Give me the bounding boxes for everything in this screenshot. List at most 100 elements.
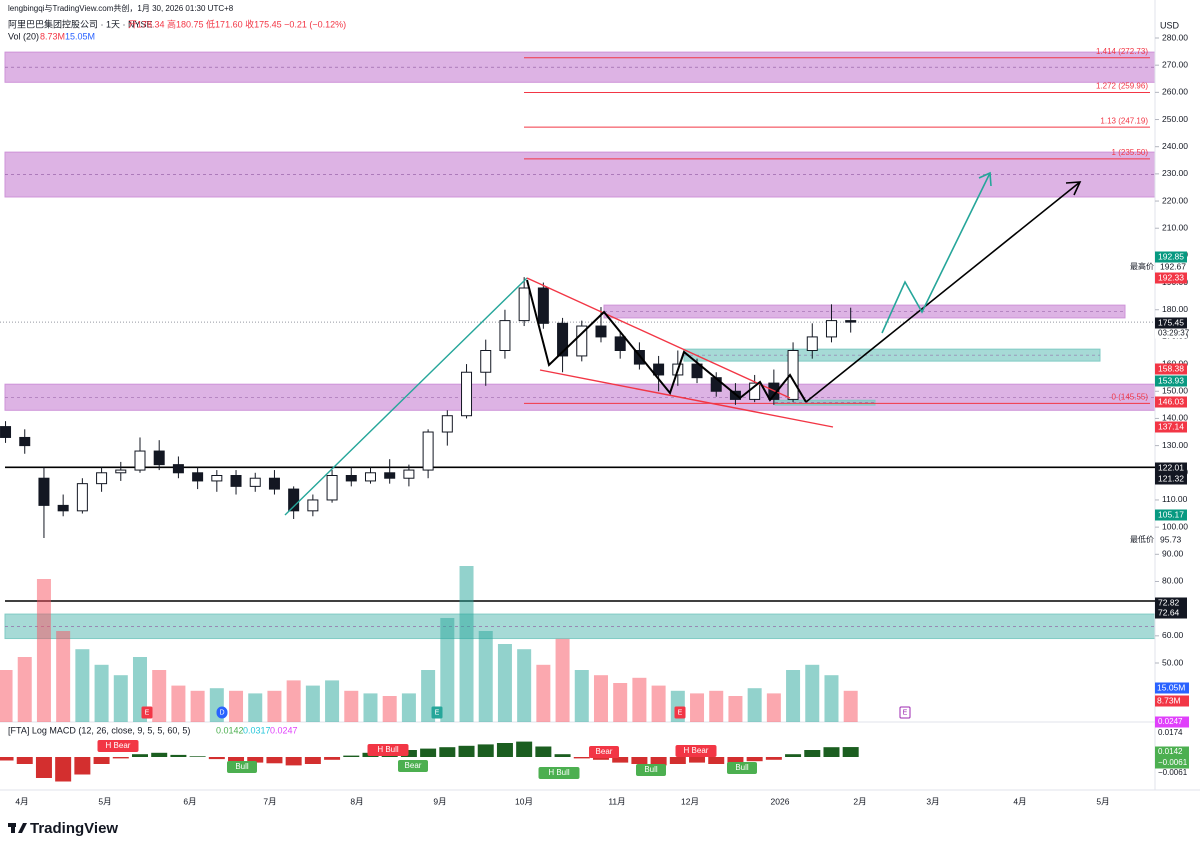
candle-body (230, 475, 242, 487)
macd-bar (16, 757, 33, 764)
volume-bar (766, 693, 781, 722)
macd-marker (1155, 746, 1189, 758)
price-marker (1155, 607, 1187, 619)
macd-bar (804, 750, 821, 757)
macd-value: 0.0247 (270, 725, 298, 735)
x-tick-label: 5月 (1096, 796, 1109, 806)
y-tick-label: 260.00 (1162, 87, 1188, 97)
macd-bar (420, 748, 437, 757)
quote: 开178.34 高180.75 低171.60 收175.45 −0.21 (−… (128, 18, 346, 29)
event-badge (141, 706, 153, 719)
volume-bar (56, 631, 71, 722)
signal-label: H Bull (548, 768, 570, 777)
macd-title: [FTA] Log MACD (12, 26, close, 9, 5, 5, … (8, 725, 190, 735)
x-tick-label: 4月 (15, 796, 28, 806)
candle-body (691, 363, 703, 379)
macd-bar (324, 757, 341, 760)
event-badge (431, 706, 443, 719)
macd-bar (573, 757, 590, 759)
projection-arrow (805, 181, 1081, 403)
attribution: lengbingqi与TradingView.com共创，1月 30, 2026… (8, 3, 234, 13)
macd-marker-label: −0.0061 (1158, 768, 1188, 777)
y-tick-label: 180.00 (1162, 304, 1188, 314)
price-marker (1155, 421, 1187, 433)
candle-body (595, 325, 607, 338)
price-marker-label: 137.14 (1158, 421, 1184, 431)
macd-bar (74, 757, 91, 775)
macd-bar (765, 757, 782, 760)
price-marker (1155, 363, 1187, 375)
macd-bar (477, 744, 494, 757)
macd-bar (612, 757, 629, 763)
volume-bar (75, 649, 90, 722)
zone (4, 151, 1156, 198)
price-marker-label: 121.32 (1158, 473, 1184, 483)
macd-bar (343, 755, 360, 757)
signal-badge (538, 767, 580, 779)
candle-body (422, 431, 434, 471)
macd-bar (631, 757, 648, 764)
y-tick-label: 80.00 (1162, 576, 1184, 586)
macd-bar (496, 743, 513, 757)
candle-body (576, 325, 588, 357)
candle-body (326, 475, 338, 501)
signal-label: Bear (405, 761, 422, 770)
signal-badge (97, 740, 139, 752)
macd-bar (516, 741, 533, 757)
price-marker-note: 最低价 (1130, 534, 1154, 544)
candle-body (211, 475, 223, 482)
x-tick-label: 8月 (350, 796, 363, 806)
volume-bar (94, 664, 109, 722)
x-tick-label: 2026 (771, 796, 790, 806)
y-tick-label: 130.00 (1162, 440, 1188, 450)
volume-bar (36, 579, 51, 722)
price-marker (1155, 473, 1187, 485)
signal-label: Bull (735, 763, 749, 772)
price-marker-label: 72.64 (1158, 607, 1180, 617)
macd-value: 0.0317 (243, 725, 271, 735)
volume-bar (709, 690, 724, 722)
macd-bar (266, 757, 283, 764)
volume-bar (805, 664, 820, 722)
signal-badge (589, 746, 619, 758)
candle-body (537, 287, 549, 324)
price-marker (1155, 251, 1187, 263)
event-badge (899, 706, 911, 719)
volume-bar (747, 688, 762, 722)
candle-body (403, 469, 415, 479)
volume-bar (286, 680, 301, 722)
event-label: E (678, 709, 683, 716)
volume-bar (536, 664, 551, 722)
price-marker-label: 175.45 (1158, 317, 1184, 327)
volume-bar (690, 693, 705, 722)
price-marker-note: 最高价 (1130, 261, 1154, 271)
price-marker-label: 192.67 (1160, 261, 1186, 271)
candle-body (633, 350, 645, 365)
event-label: E (903, 709, 908, 716)
countdown-box (1155, 328, 1187, 339)
volume-bar (824, 675, 839, 722)
volume-bar (0, 670, 13, 722)
price-marker-label: 122.01 (1158, 462, 1184, 472)
candle-body (153, 450, 165, 466)
macd-bar (535, 746, 552, 757)
y-tick-label: 240.00 (1162, 141, 1188, 151)
volume-bar (555, 638, 570, 722)
countdown: 03:29:37 (1158, 329, 1190, 338)
macd-bar (458, 745, 475, 757)
x-tick-label: 5月 (98, 796, 111, 806)
price-marker-label: 153.93 (1158, 375, 1184, 385)
macd-bar (131, 754, 148, 757)
macd-bar (669, 757, 686, 764)
volume-bar (17, 657, 32, 722)
event-label: E (435, 709, 440, 716)
candle-body (96, 472, 108, 485)
volume-bar (229, 690, 244, 722)
brand: TradingView (30, 820, 118, 837)
volume-bar (248, 693, 263, 722)
candle-body (345, 475, 357, 482)
candle-body (461, 371, 473, 417)
volume-bar (613, 683, 628, 722)
candle-body (172, 464, 184, 474)
